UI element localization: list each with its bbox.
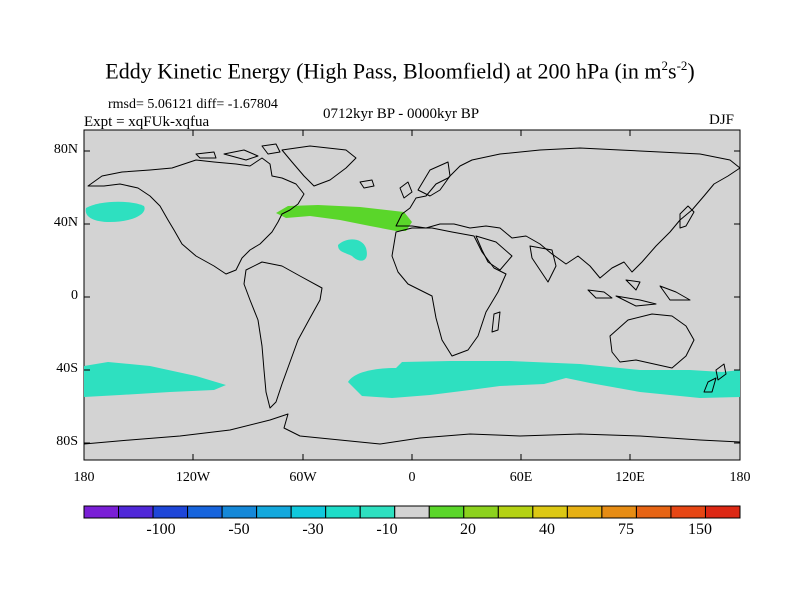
colorbar-swatch [256,505,292,519]
coast-indonesia [587,279,691,307]
season-label: DJF [709,112,735,128]
coast-india [529,245,557,283]
colorbar-swatch [359,505,396,519]
colorbar-swatch [428,505,465,519]
chart-title: Eddy Kinetic Energy (High Pass, Bloomfie… [105,58,695,84]
experiment-label: Expt = xqFUk-xqfua [84,114,210,130]
x-tick-label: 60E [509,470,533,485]
axis-ticks [84,130,740,460]
coast-greenland [281,145,357,187]
anomaly-north-atlantic-jet [276,205,412,231]
colorbar-swatch [566,505,603,519]
colorbar-label: 150 [688,521,712,538]
coastlines [83,143,741,445]
coast-south-america [243,261,323,409]
colorbar-swatch [290,505,327,519]
colorbar-swatch [635,505,672,519]
colorbar-label: -30 [302,521,324,538]
y-tick-label: 0 [71,288,78,303]
colorbar-label: -50 [228,521,250,538]
colorbar-label: 40 [539,521,555,538]
x-tick-label: 120E [615,470,645,485]
x-tick-label: 0 [408,470,416,485]
colorbar-swatch [394,505,430,519]
anomaly-subtropical-atlantic [338,239,367,261]
anomaly-north-pacific [85,201,145,222]
colorbar-swatch [152,505,189,519]
colorbar-swatch [83,505,120,519]
anomaly-south-pacific [84,362,226,397]
colorbar-label: -100 [146,521,176,538]
colorbar-swatch [497,505,534,519]
x-tick-label: 180 [729,470,751,485]
colorbar-swatch [325,505,361,519]
x-tick-label: 180 [73,470,95,485]
colorbar [83,505,741,519]
coast-eurasia [395,147,741,279]
y-tick-label: 40S [56,361,78,376]
x-tick-label: 60W [289,470,317,485]
anomaly-layer [84,201,740,398]
coast-arabia [475,235,513,271]
colorbar-swatch [704,505,741,519]
coast-japan [679,205,695,229]
colorbar-label: 20 [460,521,476,538]
coast-north-america [87,157,305,275]
x-tick-label: 120W [175,470,211,485]
coast-arctic-islands [195,143,281,161]
map-background [83,129,741,461]
colorbar-label: -10 [376,521,398,538]
colorbar-swatch [463,505,499,519]
colorbar-swatch [532,505,568,519]
colorbar-swatch [670,505,706,519]
colorbar-swatch [601,505,637,519]
y-tick-label: 40N [53,215,78,230]
coast-uk [399,181,413,199]
y-tick-label: 80N [53,142,78,157]
anomaly-southern-ocean [348,361,740,398]
colorbar-swatch [187,505,223,519]
coast-madagascar [491,311,501,333]
colorbar-swatch [118,505,154,519]
period-label: 0712kyr BP - 0000kyr BP [323,106,480,122]
y-tick-label: 80S [56,434,78,449]
coast-australia [609,313,695,369]
stats-text: rmsd= 5.06121 diff= -1.67804 [108,97,278,112]
coast-antarctica [83,413,741,445]
coast-new-zealand [703,363,727,393]
colorbar-swatch [221,505,258,519]
coast-iceland [359,179,375,189]
colorbar-label: 75 [618,521,634,538]
coast-scandinavia [417,161,451,197]
coast-africa [391,227,507,357]
